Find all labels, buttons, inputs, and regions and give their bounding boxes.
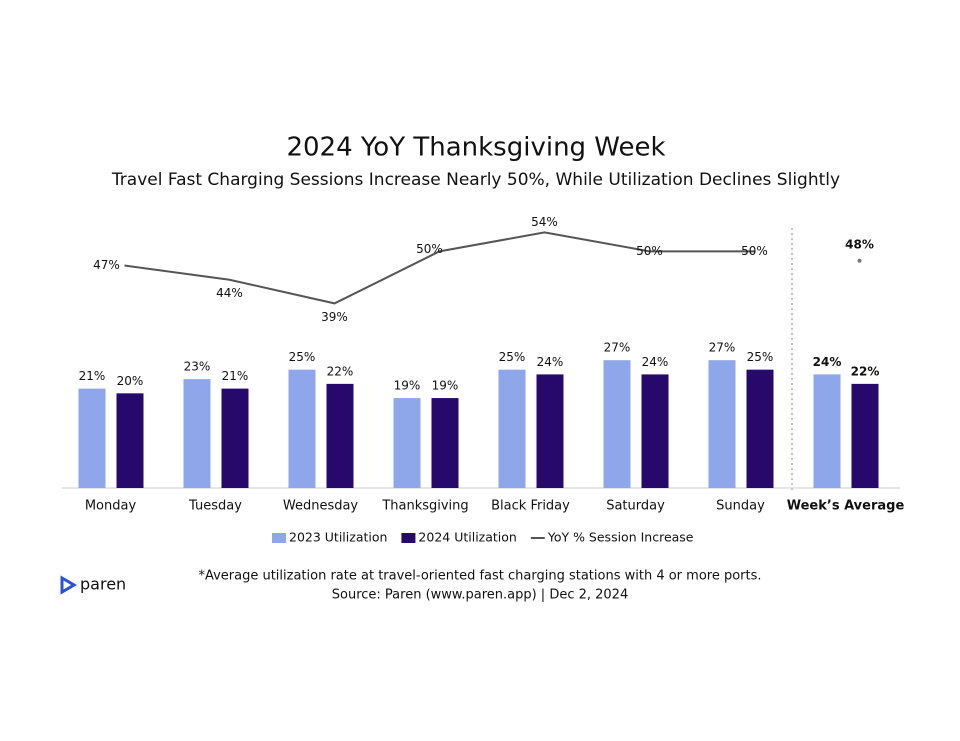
value-label: 50% <box>741 244 768 258</box>
bar <box>641 374 669 488</box>
x-tick-label: Saturday <box>606 499 665 514</box>
value-label: 27% <box>604 341 631 355</box>
bar <box>393 398 421 488</box>
value-label: 19% <box>432 379 459 393</box>
value-label: 25% <box>747 350 774 364</box>
bar <box>183 379 211 488</box>
chart-subtitle: Travel Fast Charging Sessions Increase N… <box>111 170 840 190</box>
source: Source: Paren (www.paren.app) | Dec 2, 2… <box>332 588 628 603</box>
value-label: 19% <box>394 379 421 393</box>
value-label: 48% <box>845 237 874 251</box>
logo-text: paren <box>80 575 126 594</box>
footnote: *Average utilization rate at travel-orie… <box>198 569 761 584</box>
x-tick-label: Sunday <box>716 499 765 514</box>
value-label: 54% <box>531 215 558 229</box>
bar <box>288 369 316 488</box>
value-label: 24% <box>537 355 564 369</box>
chart-title: 2024 YoY Thanksgiving Week <box>286 133 665 163</box>
legend-swatch <box>272 533 286 543</box>
legend-label: 2023 Utilization <box>289 530 387 545</box>
legend-label: 2024 Utilization <box>418 530 516 545</box>
x-tick-label: Wednesday <box>283 499 359 514</box>
bar <box>851 383 879 488</box>
bar <box>326 383 354 488</box>
value-label: 24% <box>813 355 842 369</box>
logo: paren <box>60 575 126 595</box>
value-label: 25% <box>289 350 316 364</box>
x-tick-label: Black Friday <box>491 499 570 514</box>
x-tick-label: Week’s Average <box>787 499 905 514</box>
value-label: 23% <box>184 360 211 374</box>
value-label: 50% <box>416 242 443 256</box>
bar <box>498 369 526 488</box>
value-label: 21% <box>79 369 106 383</box>
bar <box>431 398 459 488</box>
value-label: 22% <box>851 364 880 378</box>
legend-label: YoY % Session Increase <box>547 530 694 545</box>
bar <box>78 388 106 488</box>
x-tick-label: Tuesday <box>188 499 242 514</box>
bar <box>116 393 144 488</box>
bar <box>813 374 841 488</box>
bar <box>746 369 774 488</box>
value-label: 20% <box>117 374 144 388</box>
bar <box>708 360 736 488</box>
bar <box>603 360 631 488</box>
x-tick-label: Monday <box>85 499 137 514</box>
value-label: 22% <box>327 364 354 378</box>
value-label: 47% <box>93 258 120 272</box>
logo-icon <box>60 575 77 595</box>
bar <box>536 374 564 488</box>
line-point <box>857 258 862 263</box>
value-label: 50% <box>636 244 663 258</box>
value-label: 44% <box>216 286 243 300</box>
bar <box>221 388 249 488</box>
x-tick-label: Thanksgiving <box>381 499 468 514</box>
legend-swatch <box>401 533 416 543</box>
value-label: 39% <box>321 310 348 324</box>
value-label: 24% <box>642 355 669 369</box>
value-label: 27% <box>709 341 736 355</box>
value-label: 21% <box>222 369 249 383</box>
value-label: 25% <box>499 350 526 364</box>
